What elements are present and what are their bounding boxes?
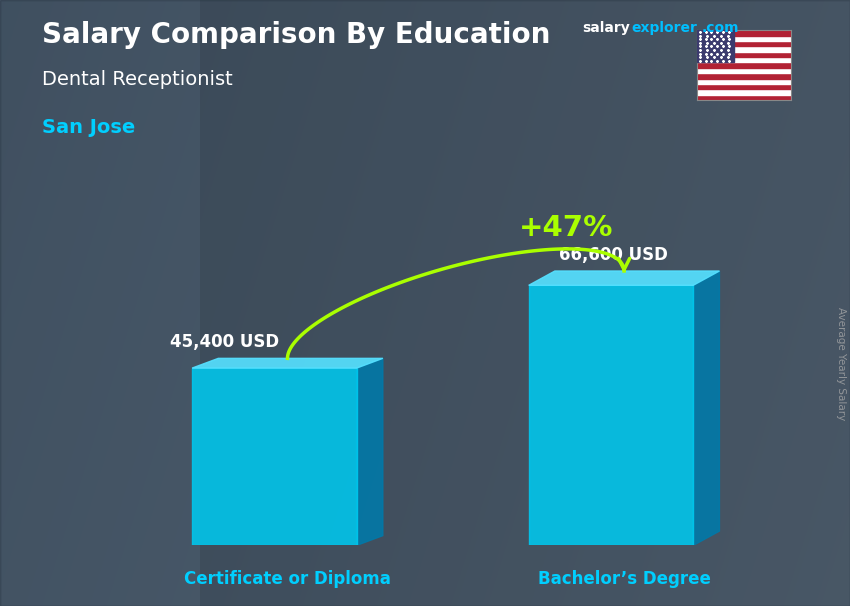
Polygon shape	[694, 271, 719, 545]
Bar	[697, 89, 791, 95]
Bar	[697, 47, 791, 52]
Bar	[697, 30, 791, 36]
Bar	[192, 368, 357, 545]
Bar	[697, 30, 734, 62]
Bar	[697, 79, 791, 84]
Text: +47%: +47%	[518, 214, 613, 242]
Bar	[697, 57, 791, 62]
Bar	[697, 68, 791, 73]
Bar	[697, 62, 791, 68]
Text: explorer: explorer	[632, 21, 697, 35]
Text: Average Yearly Salary: Average Yearly Salary	[836, 307, 846, 420]
Polygon shape	[192, 358, 382, 368]
Bar	[697, 36, 791, 41]
Text: Certificate or Diploma: Certificate or Diploma	[184, 570, 391, 588]
Bar	[529, 285, 694, 545]
Polygon shape	[529, 271, 719, 285]
Text: salary: salary	[582, 21, 630, 35]
Text: 66,600 USD: 66,600 USD	[558, 246, 667, 264]
Bar	[697, 95, 791, 100]
Text: Bachelor’s Degree: Bachelor’s Degree	[538, 570, 711, 588]
Polygon shape	[357, 358, 382, 545]
Text: Dental Receptionist: Dental Receptionist	[42, 70, 233, 88]
Text: San Jose: San Jose	[42, 118, 136, 137]
Bar	[697, 84, 791, 89]
Text: Salary Comparison By Education: Salary Comparison By Education	[42, 21, 551, 49]
Bar	[697, 73, 791, 79]
Text: .com: .com	[701, 21, 739, 35]
Bar	[697, 52, 791, 57]
Text: 45,400 USD: 45,400 USD	[170, 333, 279, 351]
Bar	[697, 41, 791, 47]
